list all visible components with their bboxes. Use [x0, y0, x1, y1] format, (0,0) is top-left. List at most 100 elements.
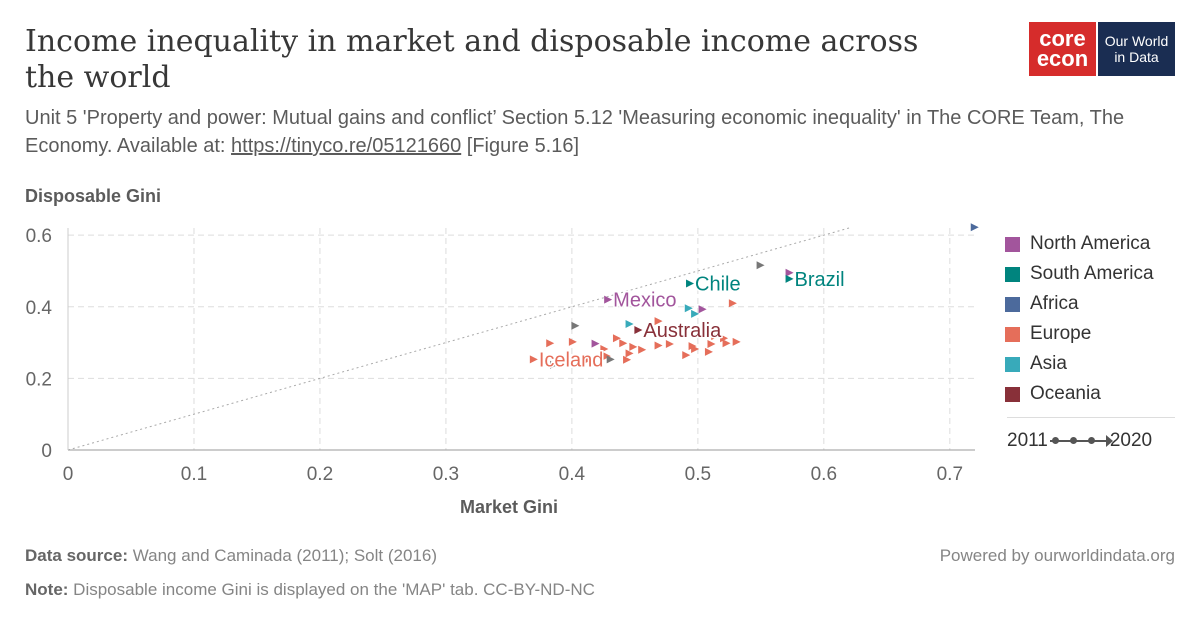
- scatter-point[interactable]: [629, 342, 638, 351]
- scatter-point[interactable]: [970, 223, 979, 232]
- scatter-point[interactable]: [691, 309, 700, 318]
- timeline-step: [1087, 437, 1095, 444]
- scatter-point[interactable]: [612, 334, 621, 343]
- logo-owid-text-2: in Data: [1114, 49, 1159, 65]
- y-axis-label: Disposable Gini: [25, 186, 162, 206]
- scatter-point[interactable]: [698, 305, 707, 314]
- timeline-end: 2020: [1109, 430, 1153, 451]
- legend-label: Europe: [1030, 323, 1092, 344]
- scatter-point[interactable]: [571, 321, 580, 330]
- point-annotation: Australia: [643, 320, 722, 342]
- scatter-point[interactable]: [785, 268, 794, 277]
- chart-subtitle: Unit 5 'Property and power: Mutual gains…: [25, 104, 1175, 160]
- x-tick-label: 0.7: [937, 464, 963, 480]
- chart-title: Income inequality in market and disposab…: [25, 24, 919, 95]
- logo-econ-text: econ: [1036, 46, 1089, 71]
- scatter-point[interactable]: [634, 326, 643, 335]
- x-tick-label: 0.2: [307, 464, 333, 480]
- core-econ-logo[interactable]: core econ: [1029, 22, 1096, 76]
- timeline-arrow-icon: [1105, 435, 1113, 447]
- scatter-point[interactable]: [546, 339, 555, 348]
- subtitle-link[interactable]: https://tinyco.re/05121660: [231, 135, 462, 157]
- scatter-point[interactable]: [591, 339, 600, 348]
- point-annotation: Brazil: [795, 269, 845, 291]
- x-tick-label: 0.5: [685, 464, 711, 480]
- scatter-point[interactable]: [606, 355, 615, 364]
- subtitle-figure: [Figure 5.16]: [461, 135, 580, 157]
- scatter-point[interactable]: [720, 334, 729, 343]
- scatter-point[interactable]: [549, 360, 558, 369]
- timeline-control[interactable]: 2011 2020: [1007, 430, 1152, 452]
- label-layer: Mexico Chile Brazil Australia Iceland: [537, 267, 846, 373]
- scatter-point[interactable]: [625, 349, 634, 358]
- legend: North America South America Africa Europe As…: [1005, 229, 1180, 409]
- legend-swatch: [1005, 266, 1020, 282]
- scatter-point[interactable]: [707, 340, 716, 349]
- data-source-label: Data source:: [25, 546, 128, 565]
- scatter-point[interactable]: [623, 355, 632, 364]
- legend-item[interactable]: Africa: [1005, 289, 1180, 319]
- x-tick-label: 0.1: [181, 464, 207, 480]
- scatter-point[interactable]: [756, 261, 765, 270]
- scatter-point[interactable]: [722, 339, 731, 348]
- owid-logo[interactable]: Our World in Data: [1098, 22, 1175, 76]
- legend-item[interactable]: Oceania: [1005, 379, 1180, 409]
- scatter-point[interactable]: [625, 319, 634, 328]
- subtitle-text: Unit 5 'Property and power: Mutual gains…: [25, 107, 1125, 157]
- scatter-point[interactable]: [619, 339, 628, 348]
- scatter-point[interactable]: [638, 345, 647, 354]
- y-tick-label: 0.2: [26, 369, 52, 390]
- scatter-point[interactable]: [686, 279, 695, 288]
- logo-core-text: core: [1039, 26, 1086, 51]
- legend-label: Asia: [1030, 353, 1067, 374]
- x-tick-label: 0: [63, 464, 74, 480]
- legend-item[interactable]: Europe: [1005, 319, 1180, 349]
- x-tick-label: 0.6: [811, 464, 837, 480]
- legend-label: South America: [1030, 263, 1154, 284]
- scatter-point[interactable]: [728, 299, 737, 308]
- legend-label: Oceania: [1030, 383, 1101, 404]
- legend-swatch: [1005, 296, 1020, 312]
- legend-label: Africa: [1030, 293, 1079, 314]
- legend-swatch: [1005, 236, 1020, 252]
- scatter-point[interactable]: [568, 337, 577, 346]
- point-annotation: Mexico: [613, 290, 676, 312]
- logo-owid-text-1: Our World: [1104, 33, 1169, 49]
- scatter-point[interactable]: [529, 355, 538, 364]
- point-annotation: Iceland: [539, 349, 604, 371]
- timeline-handle-start[interactable]: [1051, 437, 1059, 444]
- powered-by[interactable]: Powered by ourworldindata.org: [939, 546, 1175, 565]
- scatter-point[interactable]: [732, 337, 741, 346]
- point-annotation: Chile: [695, 274, 741, 296]
- legend-divider: [1007, 417, 1175, 418]
- scatter-point[interactable]: [704, 347, 713, 356]
- legend-item[interactable]: South America: [1005, 259, 1180, 289]
- scatter-point[interactable]: [654, 341, 663, 350]
- legend-label: North America: [1030, 233, 1151, 254]
- scatter-point[interactable]: [665, 340, 674, 349]
- point-layer: [529, 223, 979, 369]
- scatter-point[interactable]: [600, 345, 609, 354]
- scatter-point[interactable]: [684, 304, 693, 313]
- legend-item[interactable]: Asia: [1005, 349, 1180, 379]
- note: Note: Disposable income Gini is displaye…: [25, 580, 595, 600]
- timeline-start: 2011: [1007, 430, 1048, 451]
- legend-item[interactable]: North America: [1005, 229, 1180, 259]
- scatter-point[interactable]: [604, 295, 613, 304]
- scatter-point[interactable]: [785, 274, 794, 283]
- y-tick-label: 0.4: [26, 298, 53, 319]
- x-tick-label: 0.4: [559, 464, 586, 480]
- data-source: Data source: Wang and Caminada (2011); S…: [25, 546, 437, 566]
- scatter-point[interactable]: [682, 351, 691, 360]
- legend-swatch: [1005, 386, 1020, 402]
- scatter-point[interactable]: [654, 317, 663, 326]
- grid-layer: [67, 227, 975, 451]
- scatter-plot[interactable]: 0 0.2 0.4 0.6 0 0.1 0.2 0.3 0.4 0.5 0.6 0.7 Mexico C…: [0, 0, 1000, 480]
- scatter-point[interactable]: [711, 332, 720, 341]
- data-source-text: Wang and Caminada (2011); Solt (2016): [127, 546, 437, 565]
- scatter-point[interactable]: [584, 355, 593, 364]
- x-axis-label: Market Gini: [460, 497, 559, 517]
- timeline-track[interactable]: [1049, 435, 1113, 447]
- y-tick-label: 0.6: [26, 226, 52, 247]
- scatter-point[interactable]: [691, 345, 700, 354]
